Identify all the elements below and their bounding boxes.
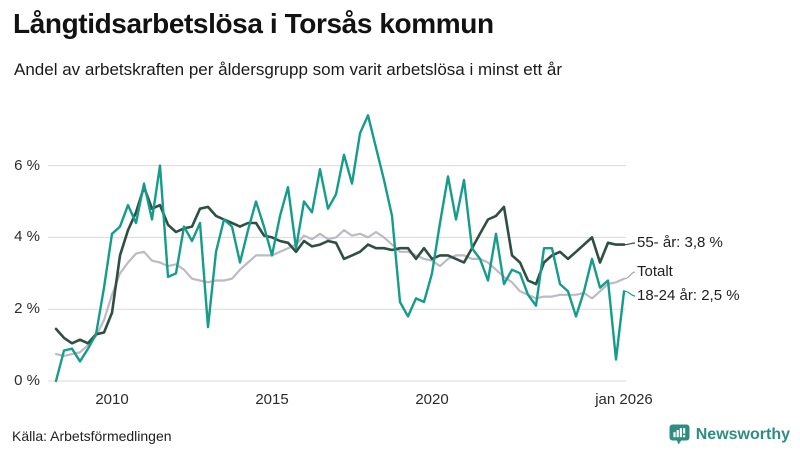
x-tick-label: 2015 [255, 391, 289, 408]
series-line-55-r [54, 185, 626, 345]
y-tick-label: 4 % [14, 228, 40, 246]
x-tick-label: 2010 [95, 391, 129, 408]
page-title: Långtidsarbetslösa i Torsås kommun [13, 8, 494, 39]
newsworthy-bubble-icon [669, 424, 690, 445]
series-label-18-24-r: 18-24 år: 2,5 % [637, 287, 740, 304]
label-connector [624, 290, 636, 297]
x-tick-label: jan 2026 [595, 391, 653, 408]
y-tick-label: 2 % [14, 300, 40, 318]
chart-subtitle: Andel av arbetskraften per åldersgrupp s… [14, 60, 563, 79]
x-tick-label: 2020 [415, 391, 449, 408]
series-label-totalt: Totalt [637, 263, 673, 280]
label-connector [624, 271, 636, 280]
newsworthy-wordmark: Newsworthy [695, 426, 790, 443]
gridlines [48, 165, 626, 382]
newsworthy-logo[interactable]: Newsworthy [669, 424, 790, 446]
label-connectors [624, 242, 636, 297]
source-attribution: Källa: Arbetsförmedlingen [12, 428, 172, 444]
label-connector [624, 242, 636, 246]
y-tick-label: 6 % [14, 156, 40, 174]
series-label-55-r: 55- år: 3,8 % [637, 234, 723, 251]
y-tick-label: 0 % [14, 372, 40, 389]
series-lines [54, 114, 626, 383]
series-line-18-24-r [54, 114, 626, 383]
